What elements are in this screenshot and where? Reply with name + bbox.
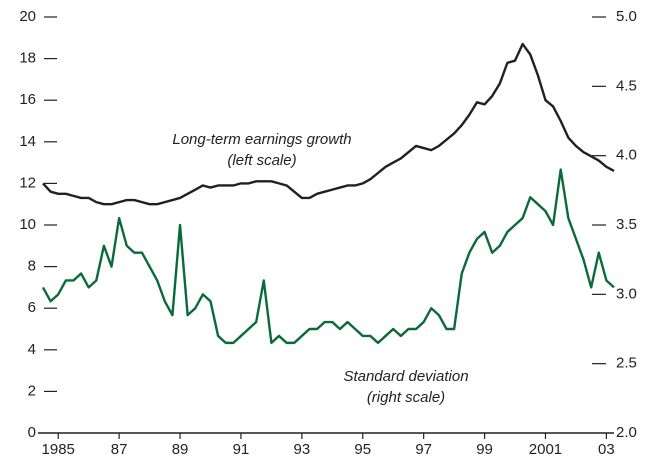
y-tick-label: 2 [28, 382, 36, 399]
series-line [41, 168, 615, 345]
x-tick-label: 97 [415, 441, 432, 457]
annotation: (left scale) [227, 152, 296, 169]
y2-tick-label: 5.0 [616, 8, 637, 25]
y-tick-label: 14 [19, 133, 36, 150]
x-tick-label: 91 [233, 441, 250, 457]
y-tick-label: 6 [28, 299, 36, 316]
y-tick-label: 12 [19, 174, 36, 191]
annotation: Long-term earnings growth [172, 131, 351, 148]
x-tick-label: 1985 [42, 441, 75, 457]
y2-tick-label: 2.0 [616, 424, 637, 441]
x-tick-label: 89 [172, 441, 189, 457]
y-tick-label: 8 [28, 258, 36, 275]
annotation: (right scale) [367, 389, 445, 406]
y2-tick-label: 2.5 [616, 355, 637, 372]
x-tick-label: 93 [294, 441, 311, 457]
x-tick-label: 95 [354, 441, 371, 457]
y-tick-label: 16 [19, 91, 36, 108]
x-tick-label: 99 [476, 441, 493, 457]
y-tick-label: 0 [28, 424, 36, 441]
y2-tick-label: 3.5 [616, 216, 637, 233]
y2-tick-label: 3.0 [616, 285, 637, 302]
y-tick-label: 10 [19, 216, 36, 233]
y-tick-label: 20 [19, 8, 36, 25]
annotation: Standard deviation [343, 368, 468, 385]
y-tick-label: 4 [28, 341, 36, 358]
y-tick-label: 18 [19, 50, 36, 67]
x-tick-label: 87 [111, 441, 128, 457]
series-line [42, 42, 615, 206]
y2-tick-label: 4.5 [616, 77, 637, 94]
x-tick-label: 2001 [529, 441, 562, 457]
x-tick-label: 03 [598, 441, 615, 457]
y2-tick-label: 4.0 [616, 147, 637, 164]
